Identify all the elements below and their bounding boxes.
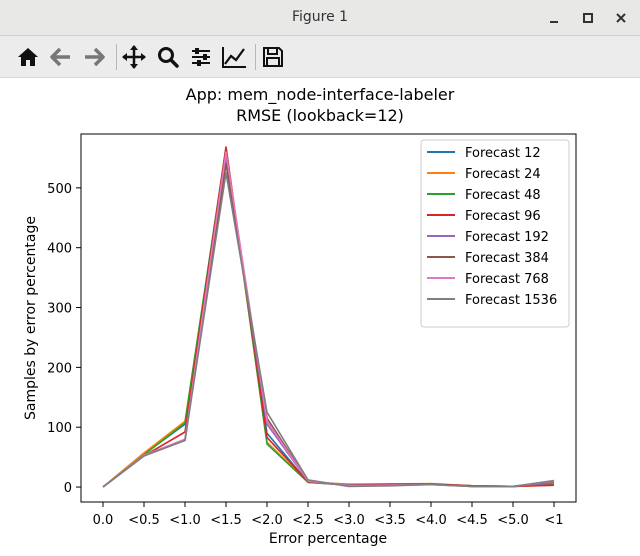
legend-label: Forecast 24 xyxy=(465,167,541,182)
maximize-icon[interactable] xyxy=(579,9,597,27)
series-line xyxy=(102,172,555,488)
y-tick-label: 500 xyxy=(47,182,72,197)
x-tick-label: <2.5 xyxy=(292,513,324,528)
x-axis: 0.0 <0.5 <1.0 <1.5 <2.0 <2.5 <3.0 <3.5 <4.0 <4.5 <… xyxy=(93,502,564,528)
legend-label: Forecast 48 xyxy=(465,188,541,203)
legend-label: Forecast 768 xyxy=(465,272,549,287)
x-tick-label: <3.0 xyxy=(333,513,365,528)
y-axis: 0 100 200 300 400 500 xyxy=(47,182,81,496)
edit-axis-icon[interactable] xyxy=(220,43,248,71)
pan-move-icon[interactable] xyxy=(120,43,148,71)
y-tick-label: 0 xyxy=(64,481,72,496)
series-lines xyxy=(102,146,555,488)
x-tick-label: <4.5 xyxy=(456,513,488,528)
forward-arrow-icon[interactable] xyxy=(80,43,108,71)
close-icon[interactable] xyxy=(612,9,630,27)
figure-canvas[interactable]: App: mem_node-interface-labeler RMSE (lo… xyxy=(0,78,640,556)
x-tick-label: <1.0 xyxy=(169,513,201,528)
x-tick-label: <4.0 xyxy=(415,513,447,528)
x-axis-label: Error percentage xyxy=(269,531,387,547)
y-tick-label: 100 xyxy=(47,421,72,436)
legend-label: Forecast 96 xyxy=(465,209,541,224)
x-tick-label: <1 xyxy=(544,513,563,528)
zoom-magnifier-icon[interactable] xyxy=(154,43,182,71)
y-tick-label: 200 xyxy=(47,361,72,376)
legend: Forecast 12 Forecast 24 Forecast 48 Forecas… xyxy=(420,139,570,328)
navigation-toolbar xyxy=(0,36,640,78)
configure-subplots-icon[interactable] xyxy=(187,43,215,71)
toolbar-separator xyxy=(116,44,117,70)
legend-label: Forecast 12 xyxy=(465,146,541,161)
back-arrow-icon[interactable] xyxy=(47,43,75,71)
legend-label: Forecast 1536 xyxy=(465,293,557,308)
y-tick-label: 400 xyxy=(47,242,72,257)
legend-label: Forecast 384 xyxy=(465,251,549,266)
chart-subtitle: RMSE (lookback=12) xyxy=(236,106,404,125)
minimize-icon[interactable] xyxy=(545,9,563,27)
chart-title: App: mem_node-interface-labeler xyxy=(186,85,455,105)
y-axis-label: Samples by error percentage xyxy=(23,216,39,420)
x-tick-label: <1.5 xyxy=(210,513,242,528)
home-icon[interactable] xyxy=(14,43,42,71)
y-tick-label: 300 xyxy=(47,302,72,317)
x-tick-label: <5.0 xyxy=(497,513,529,528)
toolbar-separator xyxy=(255,44,256,70)
title-bar: Figure 1 xyxy=(0,0,640,36)
x-tick-label: <0.5 xyxy=(128,513,160,528)
save-disk-icon[interactable] xyxy=(259,43,287,71)
window-title: Figure 1 xyxy=(291,9,349,25)
legend-label: Forecast 192 xyxy=(465,230,549,245)
legend-box xyxy=(420,139,570,328)
x-tick-label: <3.5 xyxy=(374,513,406,528)
x-tick-label: <2.0 xyxy=(251,513,283,528)
x-tick-label: 0.0 xyxy=(93,513,114,528)
line-chart: App: mem_node-interface-labeler RMSE (lo… xyxy=(23,85,577,547)
